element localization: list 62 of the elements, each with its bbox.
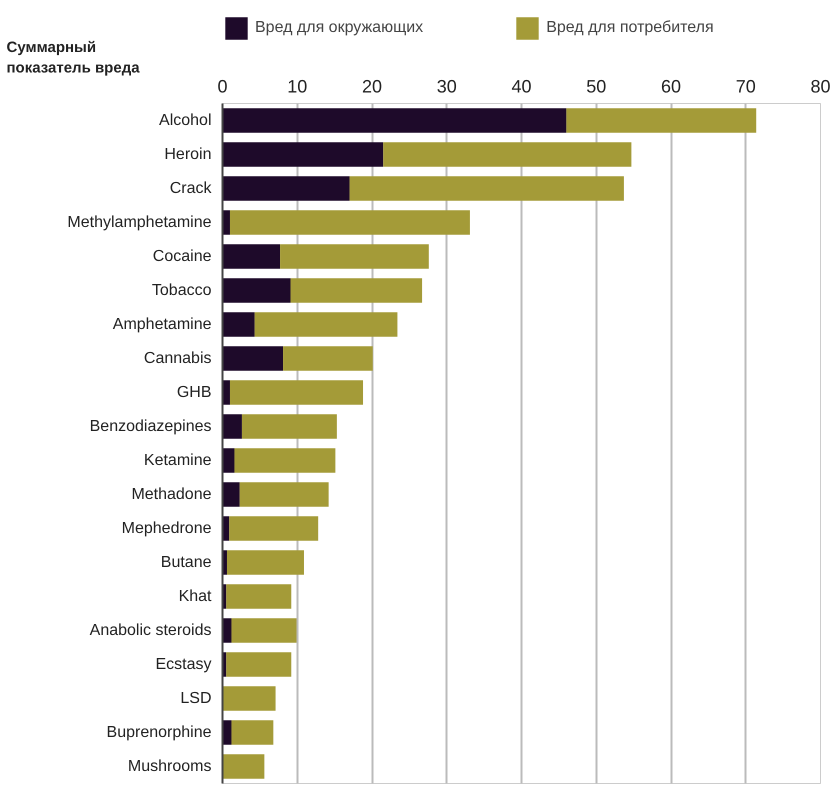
legend-label: Вред для окружающих	[255, 19, 424, 37]
y-tick-label: Methylamphetamine	[67, 214, 212, 231]
y-tick-label: Crack	[170, 180, 212, 197]
y-tick-label: Benzodiazepines	[90, 418, 212, 435]
y-tick-label: Mushrooms	[128, 758, 212, 775]
x-tick-label: 30	[436, 76, 457, 96]
y-tick-label: Anabolic steroids	[90, 622, 212, 639]
bar	[222, 278, 291, 303]
bar	[222, 686, 276, 711]
y-tick-label: Alcohol	[159, 112, 212, 129]
y-tick-label: Ketamine	[144, 452, 212, 469]
legend-label: Вред для потребителя	[546, 19, 714, 37]
bar	[226, 550, 304, 575]
bar	[240, 482, 329, 507]
bar	[222, 312, 255, 337]
y-tick-label: Buprenorphine	[106, 724, 212, 741]
bar	[222, 176, 350, 201]
bar	[222, 482, 240, 507]
y-tick-label: Mephedrone	[122, 520, 212, 537]
bar	[254, 312, 398, 337]
y-tick-label: Tobacco	[152, 282, 212, 299]
bar	[222, 754, 264, 779]
bar	[280, 244, 429, 269]
bar	[226, 652, 292, 677]
bar	[222, 244, 280, 269]
x-tick-label: 40	[511, 76, 532, 96]
bar	[226, 584, 292, 609]
y-tick-label: Butane	[160, 554, 212, 571]
bar	[230, 380, 364, 405]
y-tick-label: Khat	[178, 588, 212, 605]
y-tick-label: Ecstasy	[155, 656, 212, 673]
bar	[230, 210, 470, 235]
x-tick-label: 80	[810, 76, 831, 96]
y-tick-label: Amphetamine	[112, 316, 212, 333]
bar	[383, 142, 632, 167]
y-tick-label: Methadone	[131, 486, 212, 503]
y-tick-label: GHB	[176, 384, 212, 401]
x-axis-title: Суммарный показатель вреда	[6, 39, 140, 76]
x-tick-label: 0	[217, 76, 228, 96]
bar	[222, 414, 242, 439]
bar	[231, 618, 297, 643]
bar	[222, 108, 566, 133]
bar	[229, 516, 318, 541]
bar	[350, 176, 624, 201]
bar	[234, 448, 336, 473]
bar	[290, 278, 422, 303]
x-tick-label: 50	[586, 76, 606, 96]
bar	[222, 346, 284, 371]
bar	[242, 414, 337, 439]
bar	[231, 720, 274, 745]
y-tick-label: Heroin	[164, 146, 212, 163]
x-tick-label: 10	[287, 76, 308, 96]
x-tick-label: 20	[362, 76, 382, 96]
bar	[283, 346, 373, 371]
y-tick-label: Cannabis	[144, 350, 212, 367]
bar	[222, 142, 384, 167]
x-tick-label: 70	[736, 76, 756, 96]
x-tick-label: 60	[660, 76, 682, 96]
y-tick-label: LSD	[180, 690, 212, 707]
y-tick-label: Cocaine	[152, 248, 212, 265]
bar	[222, 448, 234, 473]
bar	[566, 108, 756, 133]
